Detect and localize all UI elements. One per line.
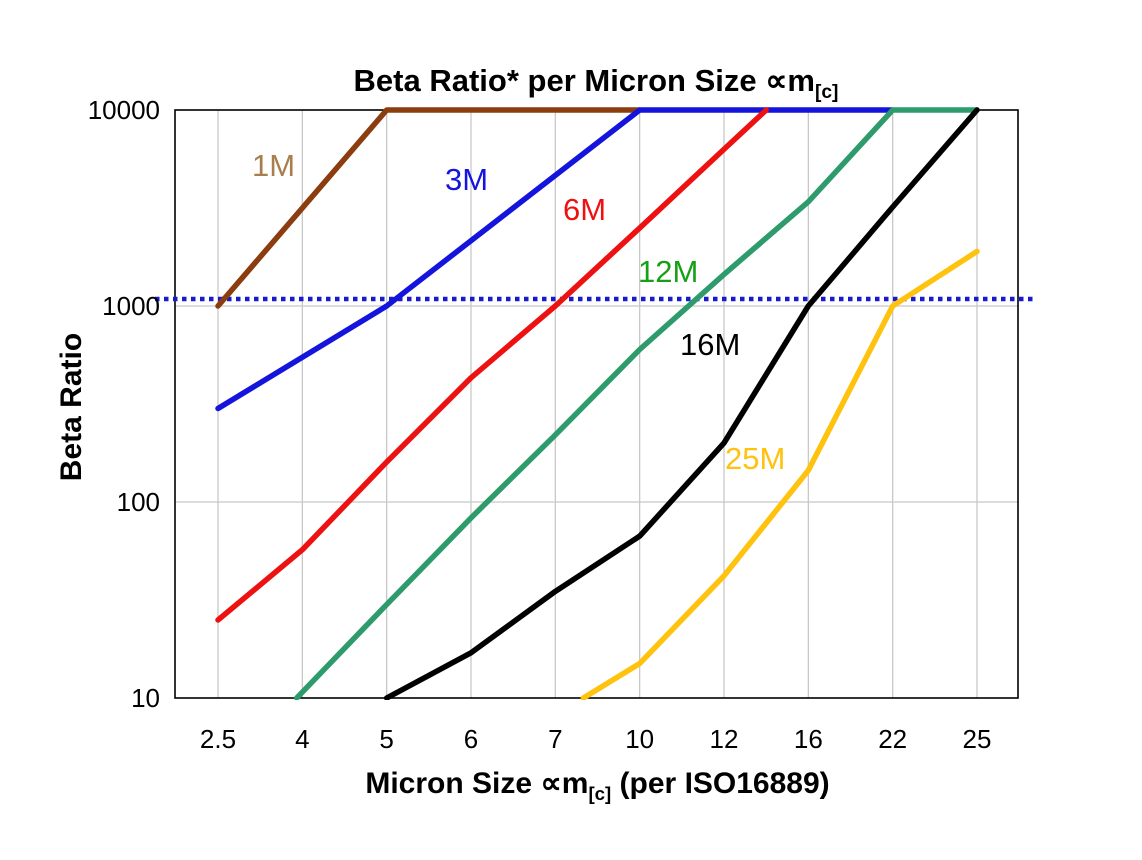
y-tick-10: 10 — [131, 683, 160, 713]
series-label-1m: 1M — [252, 148, 296, 183]
series-label-3m: 3M — [445, 162, 489, 197]
x-tick-7: 7 — [548, 724, 563, 754]
chart-title-text: Beta Ratio* per Micron Size — [353, 63, 766, 98]
x-axis-title: Micron Size ∝m[c] (per ISO16889) — [175, 766, 1020, 805]
series-line-25m — [580, 248, 980, 700]
x-tick-2.5: 2.5 — [199, 724, 237, 754]
proportional-symbol: ∝m — [540, 767, 589, 800]
x-tick-16: 16 — [793, 724, 823, 754]
x-tick-22: 22 — [878, 724, 908, 754]
x-axis-title-subscript: [c] — [588, 783, 612, 804]
x-tick-12: 12 — [709, 724, 739, 754]
series-label-12m: 12M — [638, 254, 699, 289]
x-tick-6: 6 — [463, 724, 479, 754]
chart-title: Beta Ratio* per Micron Size ∝m[c] — [0, 63, 1142, 104]
y-tick-10000: 10000 — [87, 95, 160, 125]
y-tick-100: 100 — [116, 487, 160, 517]
series-label-6m: 6M — [563, 192, 607, 227]
proportional-symbol: ∝m — [765, 63, 815, 98]
series-line-16m — [383, 107, 980, 700]
x-tick-5: 5 — [379, 724, 394, 754]
y-axis-title: Beta Ratio — [55, 332, 88, 482]
x-axis-title-suffix: (per ISO16889) — [611, 767, 830, 800]
x-tick-4: 4 — [295, 724, 310, 754]
x-tick-25: 25 — [962, 724, 992, 754]
series-line-12m — [293, 107, 980, 700]
series-line-6m — [215, 107, 769, 623]
y-tick-1000: 1000 — [102, 291, 160, 321]
chart-title-subscript: [c] — [814, 82, 839, 104]
x-tick-10: 10 — [625, 724, 655, 754]
series-line-1m — [215, 107, 643, 309]
x-axis-title-text: Micron Size — [365, 767, 541, 800]
series-label-25m: 25M — [725, 441, 786, 476]
series-label-16m: 16M — [680, 327, 741, 362]
